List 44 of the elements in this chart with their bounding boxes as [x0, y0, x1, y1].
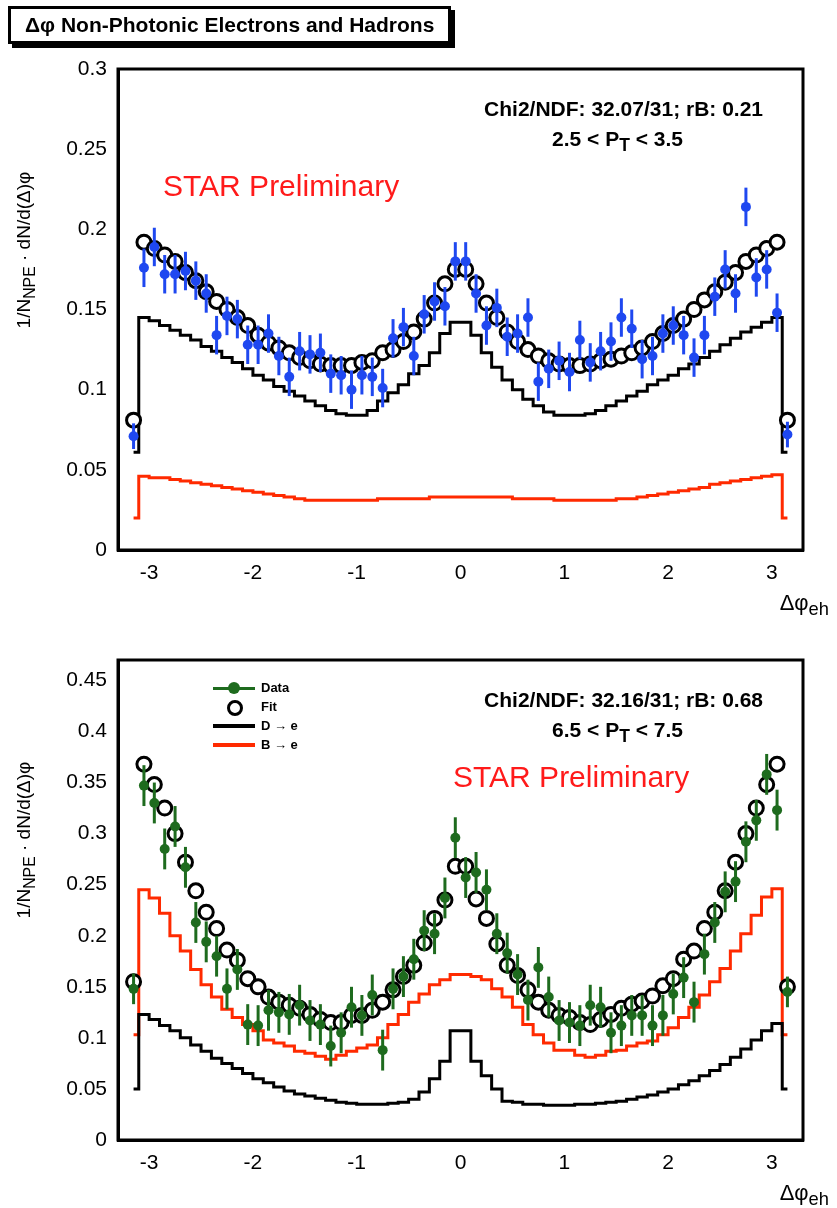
annotation: 2.5 < P$_{T}$ < 3.5 [552, 127, 683, 157]
x-tick-label: 1 [558, 560, 571, 584]
annotation: Chi2/NDF: 32.16/31; rB: 0.68 [484, 688, 763, 712]
x-tick-label: -1 [347, 1150, 367, 1174]
legend-label: Fit [261, 699, 277, 714]
x-tick-label: 0 [454, 1150, 467, 1174]
x-tick-label: -3 [139, 560, 159, 584]
y-tick-label: 0.3 [77, 820, 107, 844]
x-tick-label: 1 [558, 1150, 571, 1174]
x-tick-label: -3 [139, 1150, 159, 1174]
y-tick-label: 0.1 [77, 1024, 107, 1048]
y-tick-label: 0.35 [66, 769, 107, 793]
y-tick-label: 0.15 [66, 973, 107, 997]
y-tick-label: 0 [95, 1126, 107, 1150]
y-tick-label: 0.2 [77, 216, 107, 240]
annotation: Chi2/NDF: 32.07/31; rB: 0.21 [484, 97, 763, 121]
x-tick-label: 3 [766, 1150, 778, 1174]
legend-label: B → e [261, 737, 298, 752]
y-tick-label: 0.2 [77, 922, 107, 946]
x-tick-label: 2 [662, 560, 674, 584]
y-tick-label: 0.45 [66, 667, 107, 691]
y-tick-label: 0.15 [66, 296, 107, 320]
x-axis-title: Δφ$_{eh}$ [779, 590, 829, 621]
annotation: STAR Preliminary [163, 169, 400, 203]
y-tick-label: 0.25 [66, 871, 107, 895]
x-tick-label: -1 [347, 560, 367, 584]
x-tick-label: 3 [766, 560, 778, 584]
y-tick-label: 0.3 [77, 55, 107, 79]
x-axis-title: Δφ$_{eh}$ [779, 1180, 829, 1208]
y-tick-label: 0.4 [77, 718, 108, 742]
x-tick-label: -2 [243, 1150, 263, 1174]
x-tick-label: -2 [243, 560, 263, 584]
x-tick-label: 2 [662, 1150, 674, 1174]
legend-label: Data [261, 680, 290, 695]
y-tick-label: 0 [95, 536, 107, 560]
y-tick-label: 0.1 [77, 376, 107, 400]
y-tick-label: 0.25 [66, 135, 107, 159]
annotation: 6.5 < P$_{T}$ < 7.5 [552, 718, 683, 748]
legend-label: D → e [261, 718, 298, 733]
chart-title: Δφ Non-Photonic Electrons and Hadrons [8, 6, 452, 44]
y-tick-label: 0.05 [66, 456, 107, 480]
annotation: STAR Preliminary [453, 760, 690, 794]
y-tick-label: 0.05 [66, 1075, 107, 1099]
x-tick-label: 0 [454, 560, 467, 584]
